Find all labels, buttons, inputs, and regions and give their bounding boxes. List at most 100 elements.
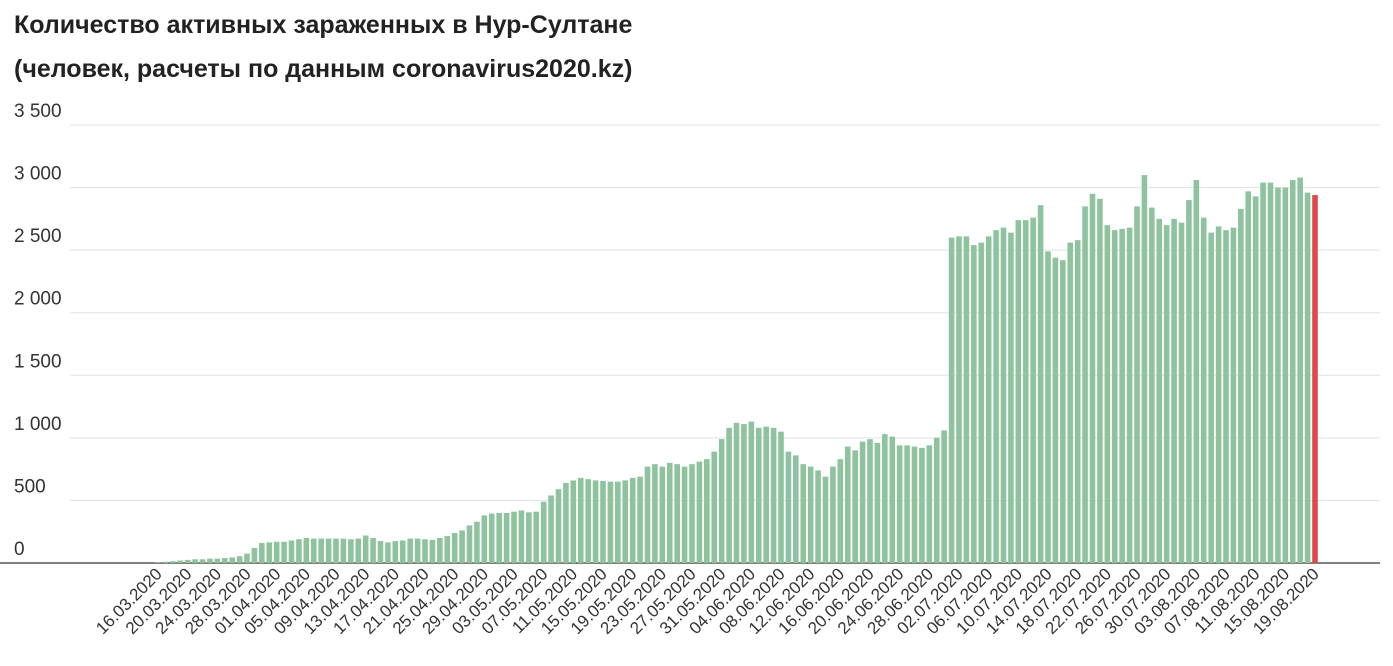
bar bbox=[1171, 218, 1177, 563]
bar bbox=[1252, 196, 1259, 563]
bar bbox=[1245, 191, 1252, 563]
bar bbox=[659, 466, 666, 563]
bar bbox=[733, 422, 740, 563]
bar bbox=[1282, 187, 1289, 564]
bar bbox=[852, 450, 858, 563]
bar bbox=[800, 464, 807, 563]
bar bbox=[763, 426, 769, 563]
bar bbox=[793, 455, 799, 563]
bar bbox=[822, 476, 829, 563]
bar bbox=[1045, 251, 1051, 563]
bar bbox=[259, 542, 265, 563]
bar bbox=[229, 557, 235, 563]
bar bbox=[1215, 226, 1222, 563]
bar bbox=[904, 445, 910, 563]
bar bbox=[325, 538, 332, 563]
bar bbox=[1156, 218, 1163, 563]
bar bbox=[481, 515, 488, 563]
bar bbox=[956, 236, 962, 563]
bar bbox=[1304, 192, 1311, 563]
bar bbox=[985, 236, 992, 563]
bar bbox=[1230, 227, 1237, 564]
bar bbox=[177, 560, 184, 563]
bar bbox=[1238, 208, 1244, 564]
bar bbox=[926, 445, 933, 563]
bar bbox=[681, 466, 688, 563]
bar bbox=[303, 537, 310, 563]
bar bbox=[333, 538, 339, 563]
bar bbox=[592, 480, 599, 563]
bar bbox=[1008, 232, 1014, 563]
bar bbox=[414, 538, 421, 563]
bar bbox=[615, 481, 621, 563]
bar bbox=[882, 434, 888, 563]
bar bbox=[652, 464, 658, 563]
bar bbox=[585, 479, 591, 563]
bar bbox=[1297, 177, 1303, 563]
bar bbox=[807, 466, 814, 563]
bar bbox=[199, 559, 206, 563]
bar bbox=[1052, 257, 1059, 563]
bar bbox=[971, 245, 977, 563]
bar bbox=[889, 436, 896, 563]
bar bbox=[296, 539, 302, 563]
bar bbox=[1067, 242, 1074, 564]
bar bbox=[422, 539, 428, 563]
bar bbox=[1208, 232, 1214, 563]
bar bbox=[689, 464, 695, 563]
bar bbox=[963, 236, 970, 563]
bar bbox=[830, 466, 836, 563]
y-tick-label: 3 500 bbox=[14, 101, 62, 122]
bar bbox=[170, 561, 176, 563]
bar bbox=[533, 511, 540, 563]
bar bbox=[1030, 217, 1036, 563]
bar bbox=[1097, 198, 1103, 563]
bar bbox=[244, 553, 250, 563]
bar bbox=[896, 445, 903, 563]
bar bbox=[696, 461, 703, 563]
y-tick-label: 2 000 bbox=[14, 289, 62, 310]
bar bbox=[1275, 187, 1281, 564]
bar bbox=[392, 541, 399, 563]
bar bbox=[570, 480, 577, 563]
bar bbox=[704, 459, 710, 563]
bar bbox=[437, 537, 443, 563]
bar bbox=[1149, 207, 1155, 563]
bar bbox=[755, 427, 762, 563]
bar bbox=[919, 447, 925, 563]
bar bbox=[1223, 230, 1229, 563]
bar bbox=[622, 480, 629, 563]
y-tick-label: 2 500 bbox=[14, 226, 62, 247]
bar bbox=[933, 437, 940, 563]
bar bbox=[207, 558, 213, 563]
chart-title: (человек, расчеты по данным coronavirus2… bbox=[14, 55, 632, 83]
bar bbox=[310, 538, 317, 563]
bar bbox=[496, 512, 502, 563]
bar bbox=[778, 431, 784, 563]
bar bbox=[385, 542, 391, 563]
bar bbox=[444, 536, 451, 563]
bar bbox=[874, 442, 881, 563]
bar bbox=[637, 476, 643, 563]
bar bbox=[867, 439, 873, 563]
y-tick-label: 0 bbox=[14, 539, 25, 560]
bar bbox=[629, 477, 636, 563]
bar bbox=[1022, 220, 1029, 563]
bar bbox=[474, 521, 480, 563]
bar bbox=[1082, 206, 1088, 564]
bar bbox=[837, 459, 844, 563]
bar bbox=[466, 525, 473, 563]
bar bbox=[399, 540, 406, 563]
bar bbox=[288, 540, 295, 563]
bar bbox=[362, 535, 369, 563]
bar bbox=[1126, 227, 1133, 564]
bar bbox=[1074, 240, 1081, 564]
bar bbox=[1163, 225, 1170, 563]
bar bbox=[1000, 227, 1007, 564]
bar bbox=[162, 561, 169, 563]
bar bbox=[726, 427, 732, 563]
bar bbox=[251, 547, 258, 563]
y-tick-label: 1 500 bbox=[14, 351, 62, 372]
bar bbox=[281, 541, 287, 563]
